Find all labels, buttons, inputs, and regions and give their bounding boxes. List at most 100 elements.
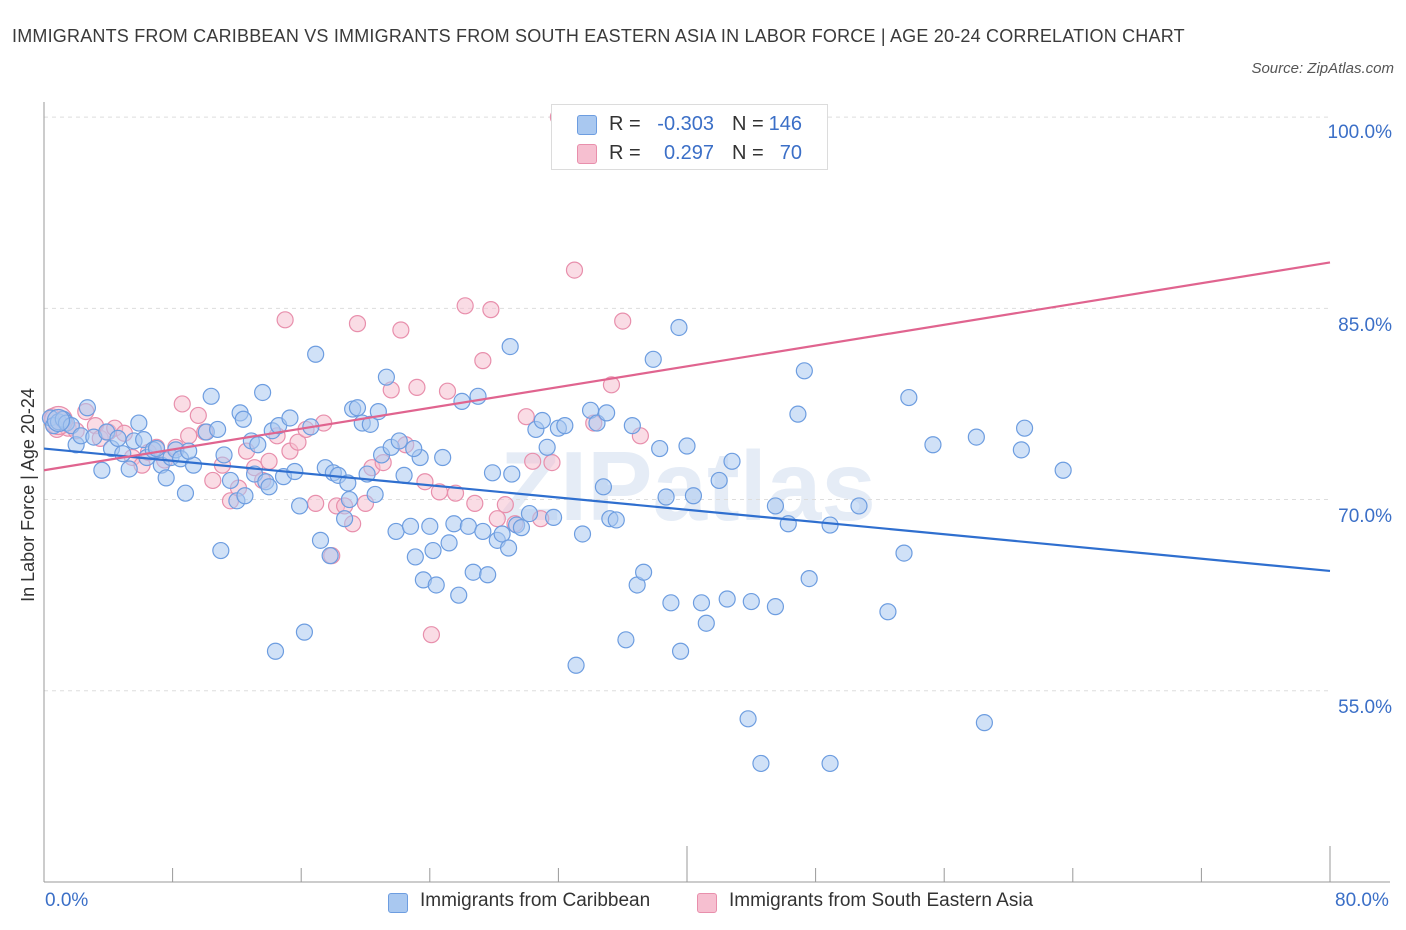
- blue-swatch: [577, 115, 597, 135]
- blue-point: [266, 642, 285, 660]
- blue-point: [697, 614, 715, 632]
- blue-point: [800, 569, 818, 588]
- blue-point: [766, 598, 785, 616]
- pink-swatch: [577, 144, 597, 164]
- pink-point: [348, 315, 367, 333]
- blue-point: [249, 436, 267, 454]
- blue-point: [445, 515, 463, 533]
- blue-point: [657, 488, 675, 506]
- blue-point: [157, 469, 175, 487]
- series-legend: Immigrants from Caribbean Immigrants fro…: [0, 888, 1406, 916]
- pink-point: [307, 494, 325, 512]
- blue-point: [538, 438, 556, 456]
- blue-point: [176, 484, 195, 502]
- pink-point: [289, 433, 307, 451]
- blue-swatch: [388, 893, 408, 913]
- legend-label: Immigrants from Caribbean: [420, 890, 651, 911]
- blue-point: [544, 508, 563, 527]
- blue-point: [1054, 461, 1072, 479]
- pink-point: [488, 510, 506, 528]
- blue-point: [684, 487, 703, 505]
- blue-point: [766, 497, 785, 515]
- blue-point: [623, 417, 641, 435]
- blue-cluster: [46, 408, 71, 433]
- blue-point: [336, 510, 354, 528]
- blue-series-points: [41, 318, 1072, 773]
- source-text: Source: ZipAtlas.com: [1251, 60, 1394, 77]
- blue-point: [483, 464, 502, 482]
- stats-row-pink: R = 0.297 N = 70: [552, 138, 827, 168]
- blue-point: [499, 539, 518, 557]
- blue-point: [406, 548, 424, 566]
- blue-trend-line: [43, 447, 1331, 573]
- pink-point: [438, 382, 457, 400]
- blue-point: [850, 497, 868, 515]
- blue-point: [339, 474, 357, 492]
- blue-point: [311, 531, 330, 549]
- blue-point: [975, 714, 993, 732]
- blue-point: [723, 452, 741, 470]
- blue-point: [924, 436, 942, 454]
- pink-point: [614, 312, 632, 330]
- blue-point: [234, 410, 252, 428]
- blue-point: [617, 631, 635, 649]
- blue-point: [405, 439, 423, 458]
- blue-point: [1012, 441, 1030, 459]
- blue-point: [434, 448, 452, 467]
- blue-point: [598, 404, 616, 422]
- blue-point: [821, 516, 839, 534]
- blue-point: [395, 466, 413, 484]
- blue-point: [895, 544, 913, 562]
- blue-point: [281, 409, 299, 427]
- blue-point: [202, 387, 220, 405]
- blue-point: [401, 517, 420, 535]
- blue-point: [710, 471, 728, 490]
- blue-point: [967, 428, 985, 446]
- blue-point: [479, 566, 497, 584]
- pink-series-points: [43, 108, 649, 644]
- blue-point: [821, 754, 839, 773]
- blue-point: [503, 465, 521, 483]
- blue-point: [900, 388, 918, 407]
- blue-point: [789, 405, 807, 423]
- r-label: R =: [609, 142, 641, 164]
- blue-point: [644, 350, 662, 368]
- blue-point: [421, 517, 439, 535]
- pink-point: [204, 471, 222, 490]
- blue-point: [662, 594, 680, 612]
- blue-point: [440, 534, 458, 552]
- blue-point: [290, 497, 309, 515]
- pink-point: [524, 452, 542, 470]
- stats-legend: R = -0.303 N = 146 R = 0.297 N = 70: [551, 104, 828, 170]
- pink-point: [602, 376, 621, 394]
- pink-point: [422, 626, 441, 644]
- blue-point: [739, 710, 757, 728]
- pink-point: [189, 406, 207, 425]
- blue-point: [742, 592, 760, 611]
- trend-lines: [43, 261, 1331, 573]
- pink-point: [466, 494, 484, 512]
- pink-trend-line: [43, 261, 1331, 472]
- blue-point: [366, 485, 384, 504]
- pink-point: [276, 311, 294, 329]
- blue-point: [678, 437, 696, 455]
- y-tick-100: 100.0%: [1327, 122, 1392, 143]
- blue-point: [567, 656, 585, 674]
- y-tick-85: 85.0%: [1338, 315, 1392, 336]
- blue-point: [607, 511, 625, 529]
- blue-point: [109, 429, 127, 447]
- pink-point: [416, 473, 434, 491]
- blue-point: [348, 399, 367, 417]
- blue-point: [573, 525, 592, 543]
- blue-point: [651, 439, 669, 458]
- legend-label: Immigrants from South Eastern Asia: [729, 890, 1034, 911]
- blue-point: [427, 576, 445, 594]
- blue-point: [387, 522, 405, 541]
- blue-point: [147, 439, 166, 458]
- blue-point: [718, 590, 736, 608]
- pink-point: [260, 452, 278, 470]
- blue-point: [307, 345, 325, 363]
- blue-point: [260, 478, 278, 496]
- blue-point: [501, 337, 519, 356]
